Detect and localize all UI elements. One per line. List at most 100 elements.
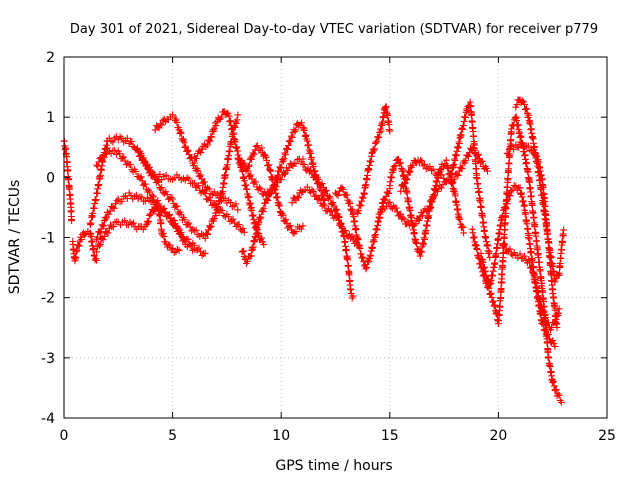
series-track-y [499,240,563,334]
data-point [109,204,117,211]
data-point [270,184,278,191]
data-point [257,213,265,221]
series-track-l [238,119,328,267]
data-point [170,249,178,256]
y-tick-label: 2 [46,50,55,66]
data-point [189,246,196,254]
data-point [194,167,202,175]
data-point [358,197,365,205]
data-point [116,133,124,141]
data-point [358,254,366,262]
x-axis-label: GPS time / hours [275,458,392,474]
data-point [395,155,402,163]
data-point [450,175,458,183]
data-point [326,194,334,202]
x-tick-label: 25 [598,428,616,444]
data-point [371,139,379,147]
data-point [171,217,178,225]
series-track-b [69,228,100,265]
data-point [375,134,383,141]
data-point [127,161,134,169]
data-point [94,233,101,241]
data-point [162,171,170,179]
data-point [359,194,367,202]
data-point [506,192,514,200]
data-point [204,231,212,238]
data-point [99,236,107,244]
data-point [144,161,151,169]
data-point [94,162,102,170]
data-point [505,191,512,199]
data-point [477,204,485,211]
data-point [503,200,511,208]
data-point [92,196,100,203]
data-point [308,154,315,161]
data-point [422,165,430,173]
data-point [266,166,273,173]
data-point [104,229,112,237]
data-point [271,181,279,188]
data-point [289,229,297,236]
series-track-w [503,138,561,331]
data-point [123,134,131,142]
data-point [400,183,407,190]
data-point [391,162,399,169]
data-point [458,222,466,230]
data-point [234,154,242,162]
data-point [105,210,113,218]
data-point [274,171,281,179]
data-point [371,145,378,153]
x-tick-label: 15 [381,428,399,444]
data-point [295,194,302,202]
data-point [190,159,198,167]
data-point [210,188,218,196]
data-point [78,236,85,243]
data-point [357,202,365,210]
y-tick-label: 0 [46,170,55,186]
data-point [147,198,155,205]
data-point [392,204,400,212]
data-point [238,248,246,256]
data-point [523,105,530,113]
data-point [539,309,547,316]
data-point [137,150,145,157]
data-point [537,186,545,193]
data-point [184,148,191,155]
data-point [541,315,549,322]
data-point [541,327,549,334]
data-point [506,245,514,253]
data-point [343,247,350,254]
data-point [172,202,180,210]
data-point [491,259,499,267]
data-point [356,201,364,209]
data-point [504,196,512,204]
data-point [203,230,211,237]
data-point [260,241,268,248]
data-point [154,205,161,213]
data-point [206,222,213,230]
data-point [282,216,290,224]
data-point [174,246,181,253]
data-point [526,178,533,186]
data-point [261,152,269,159]
data-point [458,164,466,172]
data-point [192,226,200,234]
data-point [113,197,121,205]
data-point [187,242,195,249]
data-point [385,190,393,197]
data-point [229,215,237,223]
data-point [399,214,407,222]
data-point [244,257,251,265]
x-tick-label: 10 [272,428,290,444]
data-point [386,198,394,206]
data-point [99,154,107,161]
data-point [232,200,240,208]
data-point [163,191,171,198]
data-point [499,212,507,220]
data-point [431,170,439,178]
data-point [259,208,267,215]
data-point [167,194,175,201]
data-point [354,210,362,217]
data-point [552,386,560,394]
data-point [502,203,509,211]
